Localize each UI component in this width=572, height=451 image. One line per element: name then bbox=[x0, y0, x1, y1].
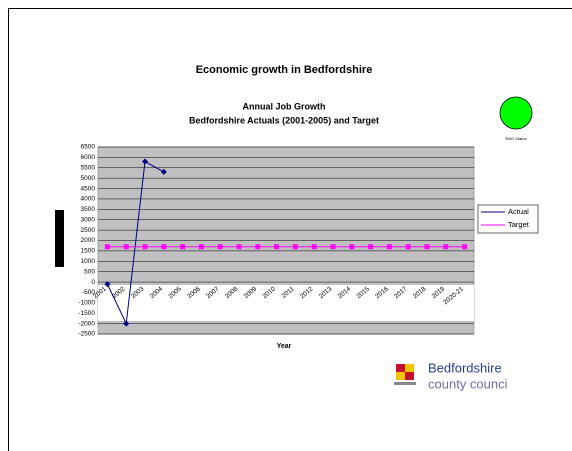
logo-shield bbox=[396, 364, 405, 372]
data-point bbox=[349, 244, 355, 250]
legend-label: Target bbox=[508, 220, 530, 229]
data-point bbox=[311, 244, 317, 250]
data-point bbox=[180, 244, 186, 250]
y-tick-label: 4000 bbox=[81, 196, 96, 203]
y-tick-label: 5500 bbox=[81, 164, 96, 171]
legend bbox=[477, 204, 539, 234]
data-point bbox=[161, 244, 167, 250]
logo-shield bbox=[396, 372, 405, 380]
data-point bbox=[405, 244, 411, 250]
chart-subtitle: Bedfordshire Actuals (2001-2005) and Tar… bbox=[189, 115, 379, 125]
data-point bbox=[160, 168, 167, 175]
series-line bbox=[106, 160, 165, 326]
y-tick-label: 500 bbox=[84, 268, 95, 275]
x-axis-label: Year bbox=[277, 343, 292, 350]
data-point bbox=[424, 244, 430, 250]
data-point bbox=[462, 244, 468, 250]
data-point bbox=[123, 320, 130, 327]
y-tick-label: 2500 bbox=[81, 227, 96, 234]
y-tick-label: -2500 bbox=[78, 331, 95, 338]
label-band bbox=[98, 285, 474, 321]
y-tick-label: 2000 bbox=[81, 237, 96, 244]
y-tick-label: 5000 bbox=[81, 175, 96, 182]
data-point bbox=[198, 244, 204, 250]
rag-label: RAG Status bbox=[505, 136, 526, 141]
data-point bbox=[386, 244, 392, 250]
data-point bbox=[292, 244, 298, 250]
logo-text: Bedfordshire bbox=[428, 360, 502, 375]
y-axis-label-block bbox=[55, 210, 64, 267]
y-tick-label: -1000 bbox=[78, 300, 95, 307]
y-tick-label: 6000 bbox=[81, 154, 96, 161]
y-tick-label: 0 bbox=[91, 279, 95, 286]
logo: Bedfordshire county counci bbox=[394, 360, 508, 391]
y-tick-label: -1500 bbox=[78, 310, 95, 317]
logo-base bbox=[394, 382, 416, 385]
y-tick-label: -2000 bbox=[78, 320, 95, 327]
slide-title: Economic growth in Bedfordshire bbox=[196, 64, 373, 76]
y-tick-label: 1500 bbox=[81, 248, 96, 255]
data-point bbox=[443, 244, 449, 250]
y-tick-label: -500 bbox=[82, 289, 95, 296]
chart-title: Annual Job Growth bbox=[243, 101, 326, 111]
y-tick-label: 3500 bbox=[81, 206, 96, 213]
rag-indicator bbox=[499, 96, 533, 130]
data-point bbox=[368, 244, 374, 250]
data-point bbox=[255, 244, 261, 250]
y-tick-label: 4500 bbox=[81, 185, 96, 192]
data-point bbox=[142, 158, 148, 165]
data-point bbox=[104, 281, 111, 288]
y-tick-label: 6500 bbox=[81, 144, 96, 151]
data-point bbox=[274, 244, 280, 250]
data-point bbox=[123, 244, 129, 250]
data-point bbox=[236, 244, 242, 250]
data-point bbox=[142, 244, 148, 250]
data-point bbox=[104, 244, 110, 250]
logo-shield bbox=[405, 364, 414, 372]
y-tick-label: 1000 bbox=[81, 258, 96, 265]
logo-text: county counci bbox=[428, 376, 508, 391]
data-point bbox=[330, 244, 336, 250]
y-tick-label: 3000 bbox=[81, 216, 96, 223]
logo-shield bbox=[405, 372, 414, 380]
legend-label: Actual bbox=[508, 207, 529, 216]
data-point bbox=[217, 244, 223, 250]
